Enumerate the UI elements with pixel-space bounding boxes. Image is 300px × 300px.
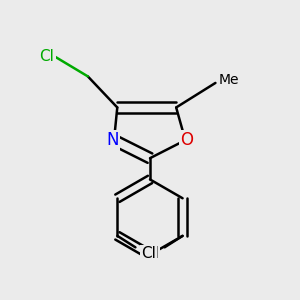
Text: Me: Me <box>218 73 239 87</box>
Text: O: O <box>181 131 194 149</box>
Text: Cl: Cl <box>40 49 54 64</box>
Text: Cl: Cl <box>141 246 156 261</box>
Text: N: N <box>106 131 118 149</box>
Text: Cl: Cl <box>144 246 159 261</box>
